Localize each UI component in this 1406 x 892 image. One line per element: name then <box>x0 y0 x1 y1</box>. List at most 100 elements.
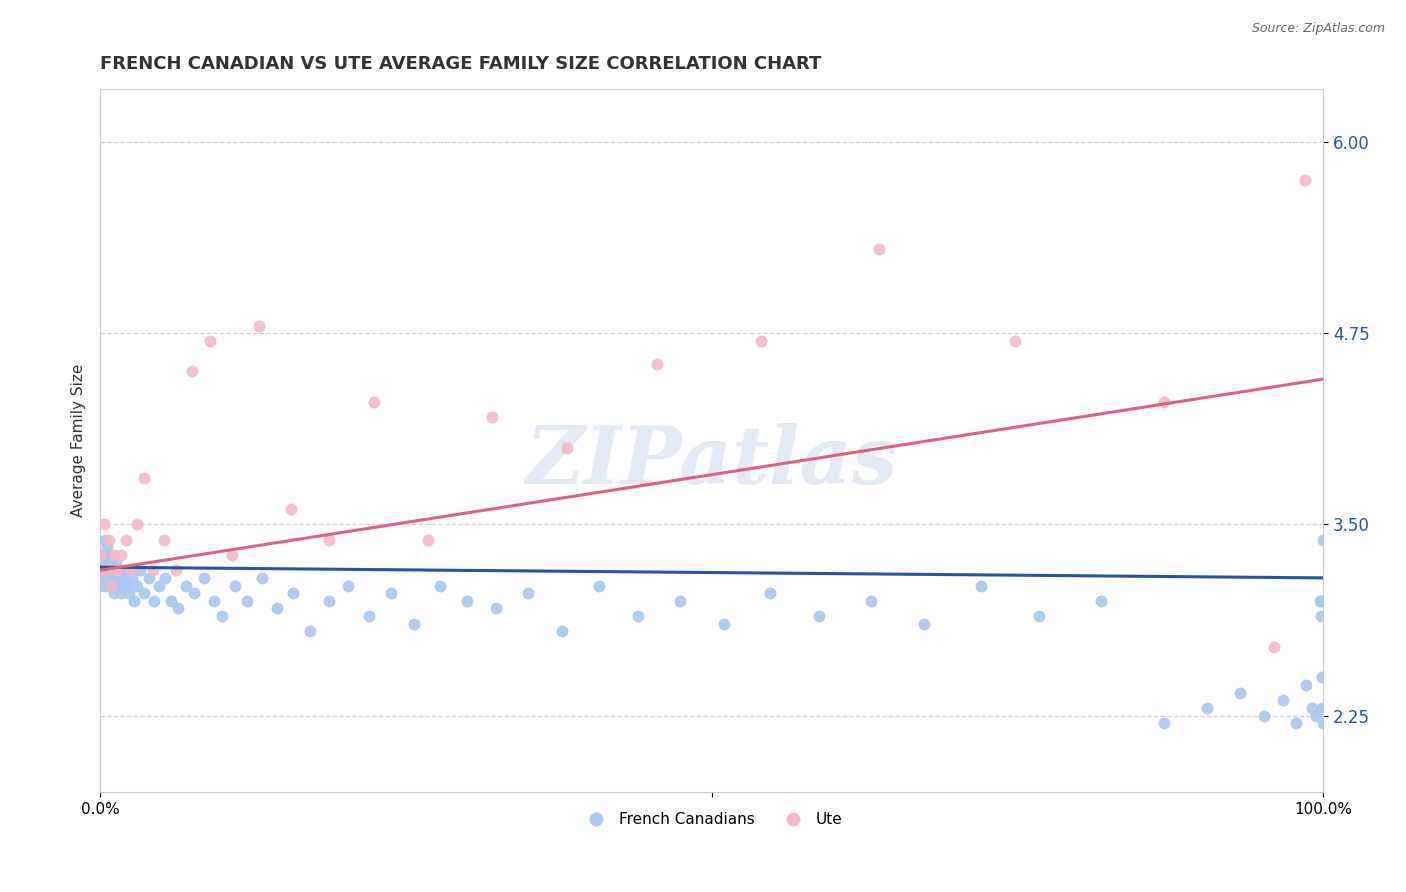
Point <box>93 578 115 592</box>
Point <box>1310 701 1333 715</box>
Point <box>970 578 993 592</box>
Point <box>183 586 205 600</box>
Point <box>1229 685 1251 699</box>
Point <box>148 578 170 592</box>
Point <box>359 609 381 624</box>
Point <box>93 517 115 532</box>
Point <box>1309 609 1331 624</box>
Point <box>645 357 668 371</box>
Point <box>101 563 124 577</box>
Point <box>134 471 156 485</box>
Point <box>142 594 165 608</box>
Text: FRENCH CANADIAN VS UTE AVERAGE FAMILY SIZE CORRELATION CHART: FRENCH CANADIAN VS UTE AVERAGE FAMILY SI… <box>100 55 821 73</box>
Point <box>96 541 118 555</box>
Point <box>456 594 478 608</box>
Point <box>105 556 128 570</box>
Point <box>104 563 127 577</box>
Point <box>105 571 128 585</box>
Point <box>236 594 259 608</box>
Point <box>1004 334 1026 348</box>
Point <box>98 548 121 562</box>
Point <box>174 578 197 592</box>
Point <box>94 556 117 570</box>
Point <box>103 571 125 585</box>
Point <box>93 548 115 562</box>
Point <box>142 563 165 577</box>
Point <box>167 601 190 615</box>
Point <box>114 533 136 547</box>
Point <box>96 563 118 577</box>
Point <box>1153 395 1175 409</box>
Point <box>129 563 152 577</box>
Point <box>318 533 340 547</box>
Point <box>165 563 187 577</box>
Point <box>97 556 120 570</box>
Point <box>105 563 128 577</box>
Point <box>104 578 127 592</box>
Point <box>1310 594 1333 608</box>
Point <box>247 318 270 333</box>
Point <box>211 609 233 624</box>
Point <box>1294 173 1316 187</box>
Point <box>914 616 936 631</box>
Point <box>1310 670 1333 684</box>
Point <box>517 586 540 600</box>
Point <box>1271 693 1294 707</box>
Point <box>125 578 148 592</box>
Point <box>1263 640 1285 654</box>
Point <box>283 586 305 600</box>
Point <box>134 586 156 600</box>
Point <box>1301 701 1323 715</box>
Point <box>713 616 735 631</box>
Point <box>868 242 890 256</box>
Point <box>96 548 118 562</box>
Point <box>110 548 132 562</box>
Point <box>588 578 610 592</box>
Point <box>224 578 246 592</box>
Point <box>98 563 121 577</box>
Point <box>107 563 129 577</box>
Point <box>112 578 135 592</box>
Point <box>152 533 174 547</box>
Point <box>121 571 143 585</box>
Point <box>153 571 176 585</box>
Text: Source: ZipAtlas.com: Source: ZipAtlas.com <box>1251 22 1385 36</box>
Point <box>180 364 202 378</box>
Point <box>416 533 439 547</box>
Point <box>1253 708 1275 723</box>
Point <box>404 616 426 631</box>
Point <box>115 578 138 592</box>
Point <box>97 533 120 547</box>
Point <box>759 586 782 600</box>
Point <box>120 563 142 577</box>
Point <box>110 586 132 600</box>
Point <box>97 578 120 592</box>
Point <box>485 601 508 615</box>
Point <box>380 586 402 600</box>
Point <box>111 571 134 585</box>
Point <box>193 571 215 585</box>
Legend: French Canadians, Ute: French Canadians, Ute <box>575 806 849 833</box>
Point <box>100 571 122 585</box>
Point <box>1285 716 1308 731</box>
Point <box>124 594 146 608</box>
Point <box>221 548 243 562</box>
Point <box>100 556 122 570</box>
Point <box>859 594 882 608</box>
Point <box>200 334 222 348</box>
Point <box>114 563 136 577</box>
Point <box>1305 708 1327 723</box>
Point <box>266 601 288 615</box>
Point <box>749 334 772 348</box>
Point <box>96 571 118 585</box>
Point <box>557 441 579 455</box>
Point <box>91 563 114 577</box>
Point <box>299 624 322 639</box>
Point <box>627 609 650 624</box>
Point <box>1295 678 1317 692</box>
Point <box>1195 701 1218 715</box>
Point <box>1312 533 1334 547</box>
Point <box>103 548 125 562</box>
Point <box>481 410 503 425</box>
Point <box>114 571 136 585</box>
